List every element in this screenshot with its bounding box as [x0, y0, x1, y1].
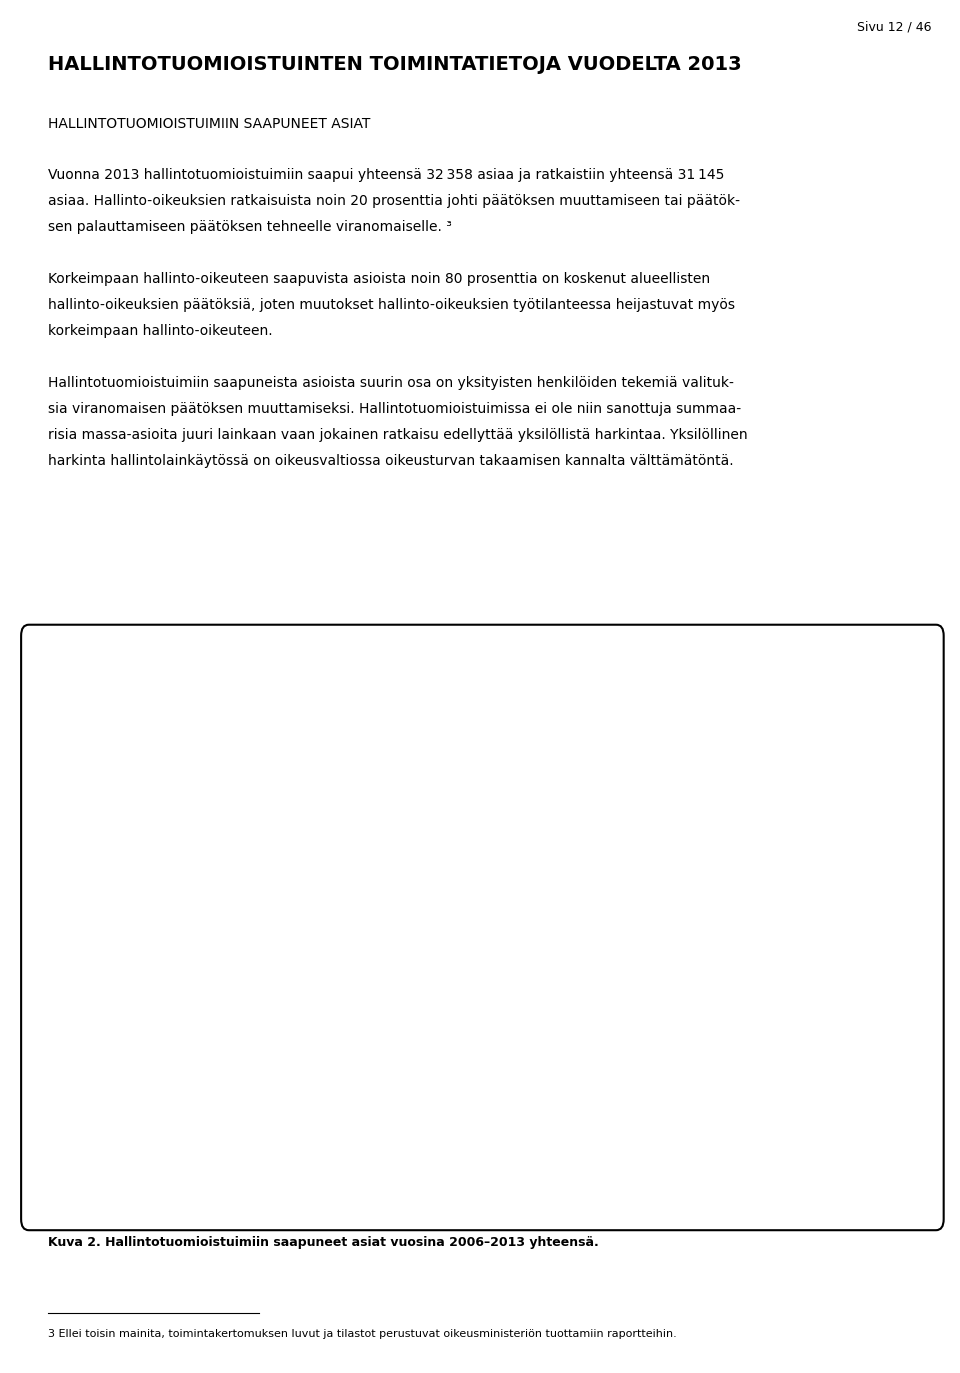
Text: 36080: 36080 — [373, 763, 410, 776]
Text: 3 Ellei toisin mainita, toimintakertomuksen luvut ja tilastot perustuvat oikeusm: 3 Ellei toisin mainita, toimintakertomuk… — [48, 1329, 677, 1339]
Text: Hallintotuomioistuimiin saapuneista asioista suurin osa on yksityisten henkilöid: Hallintotuomioistuimiin saapuneista asio… — [48, 376, 733, 390]
Text: 35353: 35353 — [296, 772, 332, 784]
Text: 31483: 31483 — [528, 813, 565, 827]
Text: Alueelliset hallinto-
oikeudet: Alueelliset hallinto- oikeudet — [695, 842, 803, 864]
Text: Korkein hallinto-oikeus: Korkein hallinto-oikeus — [695, 740, 822, 750]
Text: HALLINTOTUOMIOISTUINTEN TOIMINTATIETOJA VUODELTA 2013: HALLINTOTUOMIOISTUINTEN TOIMINTATIETOJA … — [48, 55, 742, 74]
Text: korkeimpaan hallinto-oikeuteen.: korkeimpaan hallinto-oikeuteen. — [48, 324, 273, 338]
Text: harkinta hallintolainkäytössä on oikeusvaltiossa oikeusturvan takaamisen kannalt: harkinta hallintolainkäytössä on oikeusv… — [48, 454, 733, 468]
FancyBboxPatch shape — [660, 972, 684, 1006]
Text: 33190: 33190 — [450, 795, 488, 807]
Text: 32358: 32358 — [606, 803, 642, 817]
Text: HALLINTOTUOMIOISTUIMIIN SAAPUNEET ASIAT: HALLINTOTUOMIOISTUIMIIN SAAPUNEET ASIAT — [48, 117, 371, 130]
Text: 32667: 32667 — [218, 800, 255, 813]
FancyBboxPatch shape — [660, 1083, 684, 1118]
Text: sia viranomaisen päätöksen muuttamiseksi. Hallintotuomioistuimissa ei ole niin s: sia viranomaisen päätöksen muuttamiseksi… — [48, 402, 741, 416]
Text: risia massa-asioita juuri lainkaan vaan jokainen ratkaisu edellyttää yksilöllist: risia massa-asioita juuri lainkaan vaan … — [48, 428, 748, 442]
Text: 38876: 38876 — [63, 733, 100, 746]
Text: Markkinaoikeus: Markkinaoikeus — [695, 1096, 781, 1105]
FancyBboxPatch shape — [648, 686, 835, 1174]
FancyBboxPatch shape — [660, 728, 684, 762]
Text: Vakuutusoikeus: Vakuutusoikeus — [695, 983, 781, 994]
Text: Sivu 12 / 46: Sivu 12 / 46 — [856, 21, 931, 33]
Text: Kuva 2. Hallintotuomioistuimiin saapuneet asiat vuosina 2006–2013 yhteensä.: Kuva 2. Hallintotuomioistuimiin saapunee… — [48, 1236, 599, 1248]
Text: sen palauttamiseen päätöksen tehneelle viranomaiselle. ³: sen palauttamiseen päätöksen tehneelle v… — [48, 220, 452, 233]
FancyBboxPatch shape — [660, 835, 684, 869]
Text: Vuonna 2013 hallintotuomioistuimiin saapui yhteensä 32 358 asiaa ja ratkaistiin : Vuonna 2013 hallintotuomioistuimiin saap… — [48, 168, 725, 181]
Text: 31054: 31054 — [140, 817, 178, 831]
Text: hallinto-oikeuksien päätöksiä, joten muutokset hallinto-oikeuksien työtilanteess: hallinto-oikeuksien päätöksiä, joten muu… — [48, 298, 735, 312]
Text: asiaa. Hallinto-oikeuksien ratkaisuista noin 20 prosenttia johti päätöksen muutt: asiaa. Hallinto-oikeuksien ratkaisuista … — [48, 194, 740, 207]
Text: Korkeimpaan hallinto-oikeuteen saapuvista asioista noin 80 prosenttia on koskenu: Korkeimpaan hallinto-oikeuteen saapuvist… — [48, 272, 710, 286]
